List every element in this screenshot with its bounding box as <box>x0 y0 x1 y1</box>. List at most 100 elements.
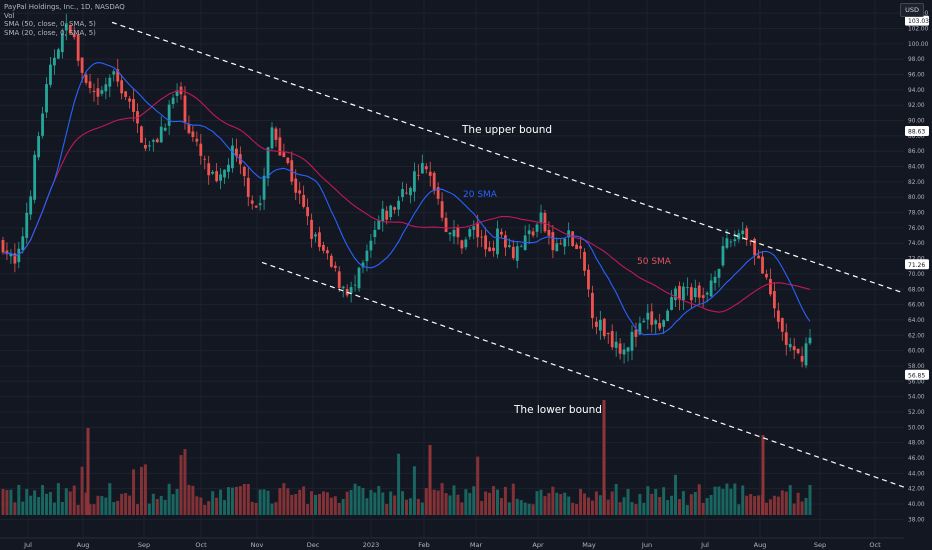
candle-body <box>678 285 681 300</box>
candle-body <box>476 222 480 238</box>
candle-body <box>622 349 626 355</box>
volume-bar <box>658 497 662 515</box>
x-tick-label: Jul <box>700 541 709 549</box>
candlesticks <box>1 13 812 369</box>
candle-body <box>804 343 808 366</box>
volume-bars <box>1 400 812 515</box>
volume-bar <box>86 428 90 515</box>
y-tick-label: 50.00 <box>908 425 925 431</box>
volume-bar <box>721 488 725 515</box>
volume-bar <box>772 495 776 515</box>
price-tag: 88.63 <box>908 129 925 136</box>
volume-bar <box>365 498 369 515</box>
volume-bar <box>9 489 13 515</box>
x-tick-label: Dec <box>307 541 320 549</box>
candle-body <box>302 194 306 207</box>
candle-body <box>571 231 575 247</box>
candle-body <box>551 232 555 251</box>
candle-body <box>207 163 211 176</box>
volume-bar <box>33 490 37 515</box>
candle-body <box>29 196 33 215</box>
candle-body <box>448 232 452 235</box>
y-tick-label: 64.00 <box>908 318 925 324</box>
volume-bar <box>290 494 294 515</box>
candle-body <box>634 329 638 337</box>
volume-bar <box>670 495 674 515</box>
volume-bar <box>606 499 610 515</box>
price-axis-bg <box>904 0 932 550</box>
volume-bar <box>495 489 499 515</box>
volume-bar <box>136 504 139 515</box>
volume-bar <box>586 497 590 515</box>
volume-bar <box>662 487 666 515</box>
volume-bar <box>713 486 717 515</box>
volume-bar <box>274 502 278 515</box>
y-tick-label: 66.00 <box>908 303 925 309</box>
price-axis: 38.00 40.00 42.00 44.00 46.00 48.00 50.00 52.00… <box>904 0 932 550</box>
volume-bar <box>618 502 622 515</box>
sma50-legend: SMA (50, close, 0, SMA, 5) <box>4 20 96 28</box>
volume-bar <box>527 503 531 515</box>
volume-bar <box>310 491 314 515</box>
candle-body <box>274 128 278 140</box>
candle-body <box>729 241 733 243</box>
volume-bar <box>424 488 428 515</box>
candle-body <box>658 323 662 329</box>
candle-body <box>329 255 333 267</box>
volume-bar <box>559 494 563 515</box>
candle-body <box>650 311 654 325</box>
candle-body <box>80 57 84 73</box>
volume-bar <box>80 466 84 515</box>
candle-body <box>757 255 760 259</box>
grid <box>0 0 904 538</box>
volume-bar <box>139 466 143 515</box>
candle-body <box>428 171 432 176</box>
volume-bar <box>401 491 405 515</box>
x-tick-label: Sep <box>814 541 826 549</box>
volume-bar <box>729 488 733 515</box>
volume-bar <box>737 504 741 515</box>
candle-body <box>389 205 393 218</box>
candle-body <box>231 145 234 169</box>
currency-button[interactable]: USD <box>900 3 924 17</box>
volume-bar <box>650 493 654 515</box>
volume-bar <box>266 490 270 515</box>
candle-body <box>349 287 353 294</box>
volume-bar <box>733 483 737 515</box>
volume-bar <box>642 502 646 515</box>
volume-bar <box>337 502 341 515</box>
volume-bar <box>230 487 234 515</box>
volume-bar <box>302 486 306 515</box>
candle-body <box>507 245 511 247</box>
candle-body <box>144 144 147 149</box>
candle-body <box>480 236 484 238</box>
sma20-legend: SMA (20, close, 0, SMA, 5) <box>4 28 96 37</box>
volume-bar <box>519 500 523 515</box>
volume-bar <box>725 483 729 515</box>
volume-bar <box>96 495 100 515</box>
price-tag: 103.03 <box>908 18 929 25</box>
candle-body <box>488 247 491 252</box>
volume-bar <box>108 483 112 515</box>
volume-bar <box>171 494 175 515</box>
candle-body <box>108 77 112 87</box>
candle-body <box>464 239 468 248</box>
volume-bar <box>120 493 124 515</box>
upper-bound-label: The upper bound <box>461 124 552 136</box>
candle-body <box>567 230 571 238</box>
y-tick-label: 56.00 <box>908 379 925 385</box>
volume-bar <box>749 494 753 515</box>
candle-body <box>563 238 567 247</box>
chart-legend: PayPal Holdings, Inc., 1D, NASDAQ Vol SM… <box>4 3 125 37</box>
candle-body <box>353 284 357 286</box>
volume-bar <box>571 502 575 515</box>
volume-bar <box>341 498 345 515</box>
volume-bar <box>436 490 440 515</box>
candle-body <box>385 210 389 220</box>
candle-body <box>242 166 246 177</box>
x-tick-label: Aug <box>754 541 767 549</box>
volume-bar <box>199 497 203 515</box>
candle-body <box>452 229 456 237</box>
candle-body <box>784 332 788 345</box>
